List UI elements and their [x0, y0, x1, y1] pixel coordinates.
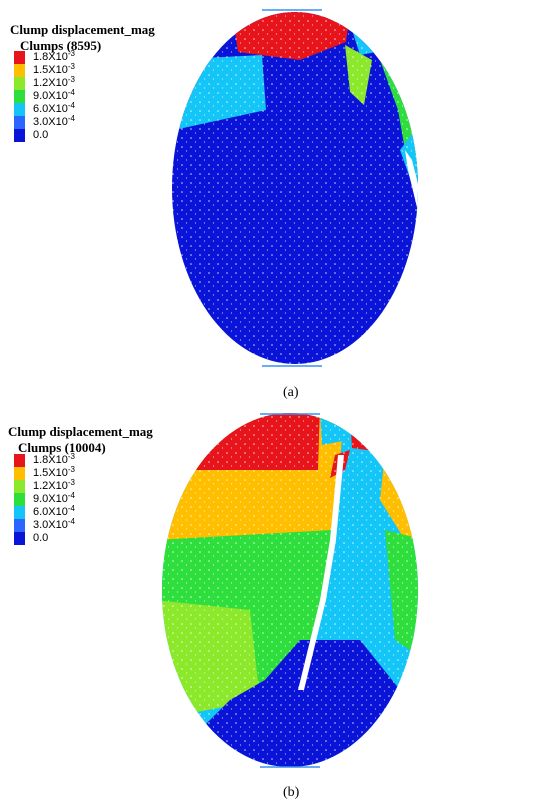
legend-title: Clump displacement_mag — [10, 22, 155, 37]
legend-label-exponent: -3 — [68, 49, 76, 58]
legend-swatch — [14, 519, 25, 532]
legend-label-text: 1.8X10 — [33, 454, 68, 466]
legend-label: 0.0 — [33, 129, 48, 141]
legend-label-exponent: -3 — [68, 478, 76, 487]
legend-label-text: 1.2X10 — [33, 480, 68, 492]
legend-label-text: 0.0 — [33, 129, 48, 141]
legend-label-text: 3.0X10 — [33, 519, 68, 531]
legend-swatch — [14, 90, 25, 103]
legend-swatch — [14, 116, 25, 129]
legend-label-exponent: -4 — [68, 504, 76, 513]
legend-swatch — [14, 77, 25, 90]
legend-label-text: 1.8X10 — [33, 51, 68, 63]
legend-label: 9.0X10-4 — [33, 491, 76, 505]
legend-swatch — [14, 493, 25, 506]
legend-label-exponent: -4 — [68, 101, 76, 110]
legend-label: 1.2X10-3 — [33, 75, 76, 89]
legend-swatch — [14, 64, 25, 77]
caption: (a) — [283, 385, 299, 400]
legend-label-text: 1.2X10 — [33, 77, 68, 89]
legend-swatch — [14, 51, 25, 64]
legend-label-text: 9.0X10 — [33, 90, 68, 102]
legend-label-exponent: -4 — [68, 491, 76, 500]
legend-label-exponent: -3 — [68, 465, 76, 474]
legend-label-exponent: -4 — [68, 517, 76, 526]
legend-label: 1.5X10-3 — [33, 62, 76, 76]
legend-label-text: 1.5X10 — [33, 467, 68, 479]
legend-label-text: 3.0X10 — [33, 116, 68, 128]
legend-label: 3.0X10-4 — [33, 114, 76, 128]
legend-label-exponent: -3 — [68, 75, 76, 84]
legend-label-text: 1.5X10 — [33, 64, 68, 76]
legend-label-text: 6.0X10 — [33, 506, 68, 518]
legend-label: 1.2X10-3 — [33, 478, 76, 492]
legend-swatch — [14, 532, 25, 545]
legend-label: 1.8X10-3 — [33, 49, 76, 63]
legend-label: 6.0X10-4 — [33, 504, 76, 518]
legend-label: 1.5X10-3 — [33, 465, 76, 479]
legend-swatch — [14, 480, 25, 493]
legend-label-exponent: -3 — [68, 452, 76, 461]
legend-label-text: 9.0X10 — [33, 493, 68, 505]
caption: (b) — [283, 785, 300, 800]
legend-swatch — [14, 103, 25, 116]
legend-swatch — [14, 129, 25, 142]
legend-swatch — [14, 454, 25, 467]
legend-label: 3.0X10-4 — [33, 517, 76, 531]
simulation-a — [172, 12, 418, 364]
legend-subtitle: Clumps (8595) — [20, 38, 101, 53]
legend-label: 9.0X10-4 — [33, 88, 76, 102]
legend-label: 0.0 — [33, 532, 48, 544]
legend-label-exponent: -3 — [68, 62, 76, 71]
simulation-b — [162, 413, 418, 767]
legend-title: Clump displacement_mag — [8, 424, 153, 439]
legend-swatch — [14, 467, 25, 480]
legend-subtitle: Clumps (10004) — [18, 440, 106, 455]
legend-label-exponent: -4 — [68, 88, 76, 97]
legend-label-text: 0.0 — [33, 532, 48, 544]
legend-label-text: 6.0X10 — [33, 103, 68, 115]
legend-label: 1.8X10-3 — [33, 452, 76, 466]
legend-label: 6.0X10-4 — [33, 101, 76, 115]
legend-swatch — [14, 506, 25, 519]
legend-label-exponent: -4 — [68, 114, 76, 123]
